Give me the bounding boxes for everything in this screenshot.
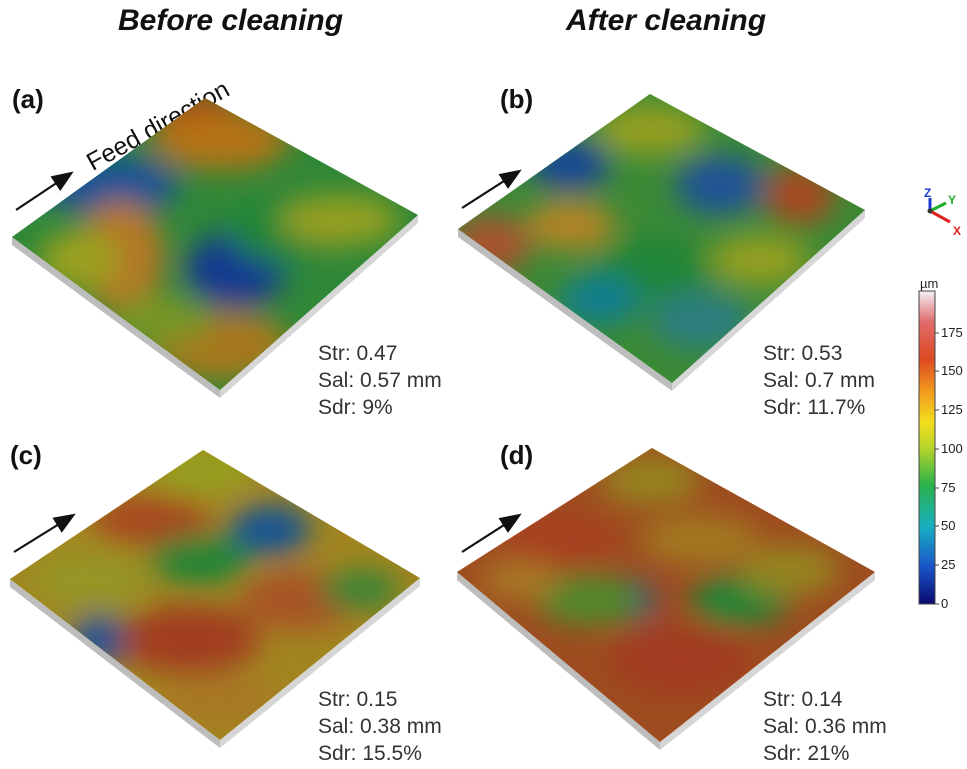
feed-arrow-b [461, 169, 522, 209]
colorbar-tick: 50 [941, 518, 956, 533]
axis-x-label: X [953, 224, 962, 238]
colorbar-tick: 100 [941, 441, 963, 456]
str-value: Str: 0.53 [763, 342, 843, 365]
after-cleaning-header: After cleaning [566, 4, 767, 37]
axis-z-label: Z [924, 186, 932, 200]
before-cleaning-header: Before cleaning [118, 4, 344, 37]
feed-arrow-a [15, 171, 74, 211]
colorbar-ticks [935, 332, 939, 605]
colorbar-tick: 125 [941, 402, 963, 417]
sal-value: Sal: 0.57 mm [318, 369, 442, 392]
feed-arrow-c [13, 513, 76, 553]
sal-value: Sal: 0.38 mm [318, 715, 442, 738]
sdr-value: Sdr: 9% [318, 396, 393, 419]
colorbar-tick: 0 [941, 596, 949, 611]
str-value: Str: 0.47 [318, 342, 398, 365]
stats-a: Str: 0.47 Sal: 0.57 mm Sdr: 9% [318, 340, 442, 421]
sal-value: Sal: 0.36 mm [763, 715, 887, 738]
axis-triad-icon [927, 198, 951, 224]
panel-label-c: (c) [10, 440, 42, 470]
sdr-value: Sdr: 11.7% [763, 396, 866, 419]
colorbar-tick: 175 [941, 325, 963, 340]
colorbar-tick: 75 [941, 480, 956, 495]
colorbar-tick: 150 [941, 363, 963, 378]
stats-d: Str: 0.14 Sal: 0.36 mm Sdr: 21% [763, 686, 887, 767]
feed-arrow-d [461, 513, 522, 553]
axis-y-label: Y [948, 193, 957, 207]
stats-c: Str: 0.15 Sal: 0.38 mm Sdr: 15.5% [318, 686, 442, 767]
sdr-value: Sdr: 21% [763, 742, 850, 765]
colorbar-tick: 25 [941, 557, 956, 572]
sdr-value: Sdr: 15.5% [318, 742, 422, 765]
str-value: Str: 0.14 [763, 688, 843, 711]
sal-value: Sal: 0.7 mm [763, 369, 876, 392]
str-value: Str: 0.15 [318, 688, 398, 711]
stats-b: Str: 0.53 Sal: 0.7 mm Sdr: 11.7% [763, 340, 875, 421]
colorbar-unit: µm [920, 276, 939, 291]
panel-label-d: (d) [500, 440, 534, 470]
colorbar [918, 290, 936, 605]
panel-label-a: (a) [12, 84, 44, 114]
panel-label-b: (b) [500, 84, 534, 114]
